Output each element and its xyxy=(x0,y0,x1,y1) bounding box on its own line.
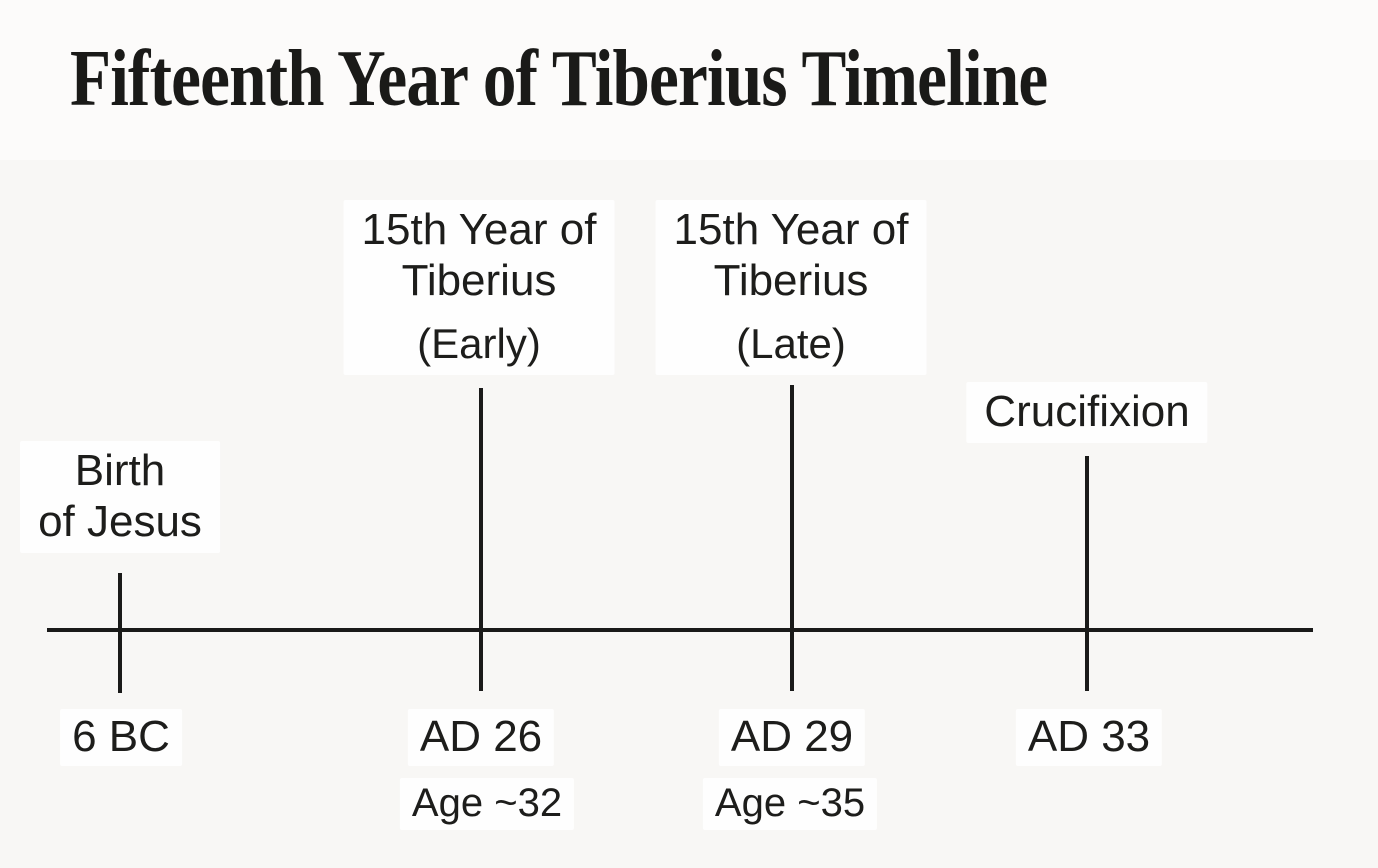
tick-birth-of-jesus xyxy=(118,573,122,693)
event-name-line: Tiberius xyxy=(713,256,869,305)
timeline-axis xyxy=(47,628,1313,632)
year-label-ad-26: AD 26 xyxy=(407,709,555,766)
year-label-ad-29: AD 29 xyxy=(718,709,866,766)
event-name-line: of Jesus xyxy=(38,497,202,546)
event-name-line: 15th Year of xyxy=(673,205,909,254)
event-label-birth-of-jesus: Birth of Jesus xyxy=(20,441,220,553)
age-label-late: Age ~35 xyxy=(702,778,878,830)
tick-tiberius-late xyxy=(790,385,794,691)
event-label-tiberius-late: 15th Year of Tiberius (Late) xyxy=(655,200,927,375)
event-name-line: Crucifixion xyxy=(984,387,1190,436)
year-label-6-bc: 6 BC xyxy=(60,709,182,766)
event-name-line: 15th Year of xyxy=(361,205,597,254)
age-label-early: Age ~32 xyxy=(399,778,575,830)
figure-title: Fifteenth Year of Tiberius Timeline xyxy=(70,35,1048,123)
event-label-tiberius-early: 15th Year of Tiberius (Early) xyxy=(343,200,615,375)
event-qualifier: (Late) xyxy=(736,320,846,367)
tick-tiberius-early xyxy=(479,388,483,691)
event-name-line: Birth xyxy=(74,446,166,495)
tick-crucifixion xyxy=(1085,456,1089,691)
year-label-ad-33: AD 33 xyxy=(1015,709,1163,766)
event-label-crucifixion: Crucifixion xyxy=(966,382,1208,443)
event-qualifier: (Early) xyxy=(417,320,541,367)
event-name-line: Tiberius xyxy=(401,256,557,305)
